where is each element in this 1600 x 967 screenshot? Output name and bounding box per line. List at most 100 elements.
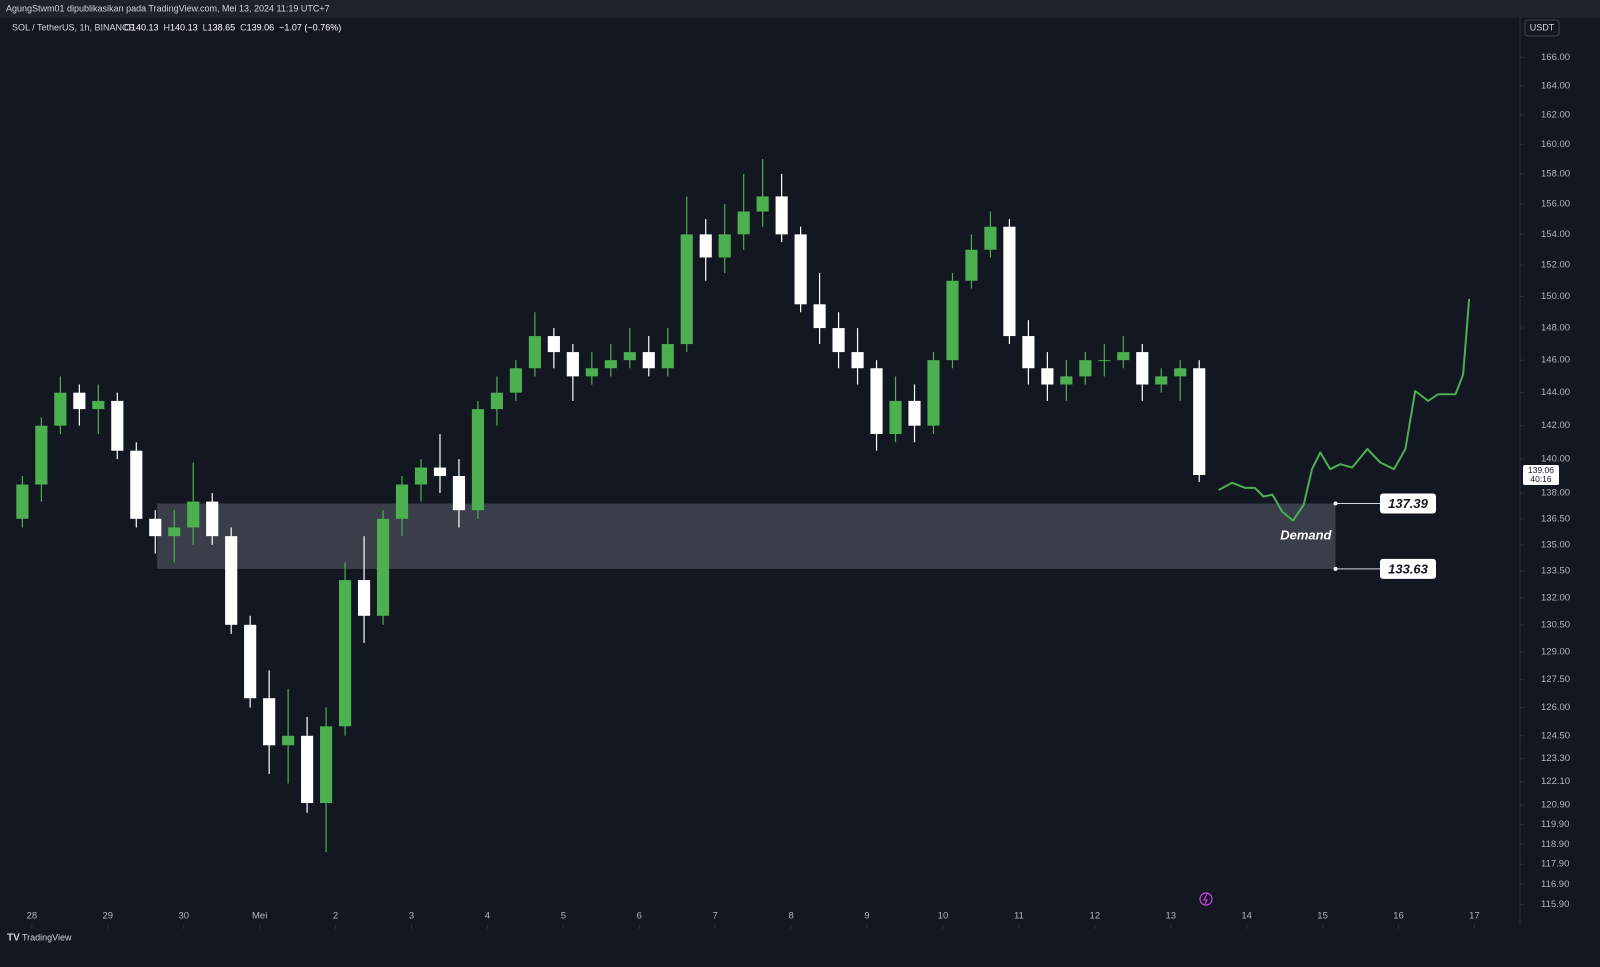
candle-body xyxy=(775,196,788,235)
footer-brand: TradingView xyxy=(22,932,72,942)
candle-body xyxy=(395,484,409,519)
x-tick-label: Mei xyxy=(252,911,267,922)
x-tick-label: 14 xyxy=(1241,911,1252,922)
y-tick-label: 115.90 xyxy=(1541,899,1569,910)
candle-body xyxy=(92,400,105,410)
y-tick-label: 162.00 xyxy=(1541,109,1570,120)
x-tick-label: 29 xyxy=(103,911,114,922)
candle-body xyxy=(433,467,447,477)
candle-body xyxy=(756,196,769,212)
candle-body xyxy=(889,400,902,434)
legend-key: O xyxy=(124,22,131,32)
candle-body xyxy=(661,344,674,369)
legend-value: −1.07 (−0.76%) xyxy=(279,22,341,32)
candle-body xyxy=(301,735,314,804)
candle-body xyxy=(357,580,371,616)
x-tick-label: 3 xyxy=(409,911,414,922)
candle-body xyxy=(54,392,67,426)
candle-body xyxy=(244,624,257,699)
zone-level-dot xyxy=(1333,501,1338,506)
y-tick-label: 150.00 xyxy=(1541,291,1570,302)
y-tick-label: 140.00 xyxy=(1541,454,1570,465)
x-tick-label: 28 xyxy=(27,911,38,922)
x-tick-label: 10 xyxy=(938,911,949,922)
y-tick-label: 164.00 xyxy=(1541,81,1570,92)
candle-body xyxy=(1155,376,1168,385)
candle-body xyxy=(870,368,883,434)
y-tick-label: 129.00 xyxy=(1541,647,1570,658)
candle-body xyxy=(1098,360,1111,362)
candle-body xyxy=(832,328,845,353)
y-tick-label: 119.90 xyxy=(1541,819,1569,830)
legend-value: 139.06 xyxy=(247,22,275,32)
candle-body xyxy=(851,352,864,369)
candle-body xyxy=(794,234,807,305)
candle-body xyxy=(1022,336,1035,369)
candle-body xyxy=(471,409,485,511)
symbol: SOL / TetherUS, 1h, BINANCE xyxy=(12,22,135,32)
candle-body xyxy=(414,467,428,485)
candle-body xyxy=(642,352,655,369)
candle-body xyxy=(452,476,466,511)
x-tick-label: 13 xyxy=(1165,911,1176,922)
candle-body xyxy=(566,352,579,377)
candle-body xyxy=(73,392,86,410)
y-tick-label: 117.90 xyxy=(1541,859,1569,870)
candle-body xyxy=(946,280,959,361)
candle-body xyxy=(111,400,124,451)
zone-price-label: 137.39 xyxy=(1388,496,1429,511)
candle-body xyxy=(1117,352,1130,361)
currency-button[interactable] xyxy=(1524,19,1560,37)
y-tick-label: 130.50 xyxy=(1541,619,1570,630)
y-tick-label: 138.00 xyxy=(1541,488,1570,499)
candle-body xyxy=(585,368,598,377)
candle-body xyxy=(1174,368,1187,377)
candle-body xyxy=(623,352,636,361)
candle-body xyxy=(320,726,333,804)
legend-value: 140.13 xyxy=(131,22,159,32)
x-tick-label: 15 xyxy=(1317,911,1328,922)
zone-label: Demand xyxy=(1280,528,1332,543)
x-tick-label: 7 xyxy=(713,911,718,922)
candle-body xyxy=(35,425,48,485)
candle-body xyxy=(149,518,162,537)
legend-key: C xyxy=(240,22,247,32)
candle-body xyxy=(528,336,541,369)
candle-body xyxy=(1079,360,1092,377)
candle-body xyxy=(1041,368,1054,385)
y-tick-label: 118.90 xyxy=(1541,839,1569,850)
legend-key: H xyxy=(164,22,171,32)
last-price-tag xyxy=(1523,464,1559,485)
y-tick-label: 160.00 xyxy=(1541,139,1570,150)
candle-body xyxy=(680,234,693,345)
zone-level-dot xyxy=(1333,566,1338,571)
currency-label: USDT xyxy=(1530,22,1555,32)
y-tick-label: 120.90 xyxy=(1541,799,1570,810)
y-tick-label: 146.00 xyxy=(1541,355,1570,366)
y-tick-label: 135.00 xyxy=(1541,539,1570,550)
y-tick-label: 133.50 xyxy=(1541,566,1570,577)
y-tick-label: 144.00 xyxy=(1541,387,1570,398)
x-tick-label: 8 xyxy=(788,911,793,922)
x-tick-label: 17 xyxy=(1469,911,1480,922)
x-tick-label: 6 xyxy=(637,911,642,922)
y-tick-label: 127.50 xyxy=(1541,674,1570,685)
countdown-label: 40:16 xyxy=(1530,474,1552,484)
zone-price-box xyxy=(1380,558,1436,579)
candle-body xyxy=(699,234,712,258)
candle-body xyxy=(604,360,617,369)
legend-key: L xyxy=(203,22,208,32)
candle-body xyxy=(130,450,143,519)
y-tick-label: 136.50 xyxy=(1541,513,1570,524)
y-tick-label: 124.50 xyxy=(1541,730,1570,741)
candle-body xyxy=(984,226,997,250)
event-icon[interactable] xyxy=(1199,892,1213,906)
publisher: AgungStwm01 dipublikasikan pada TradingV… xyxy=(6,3,330,13)
x-tick-label: 16 xyxy=(1393,911,1404,922)
candle-body xyxy=(282,735,295,746)
x-tick-label: 9 xyxy=(864,911,869,922)
candle-body xyxy=(187,501,200,528)
y-tick-label: 116.90 xyxy=(1541,879,1569,890)
projection-line xyxy=(1218,298,1471,522)
top-bar xyxy=(0,0,1600,18)
